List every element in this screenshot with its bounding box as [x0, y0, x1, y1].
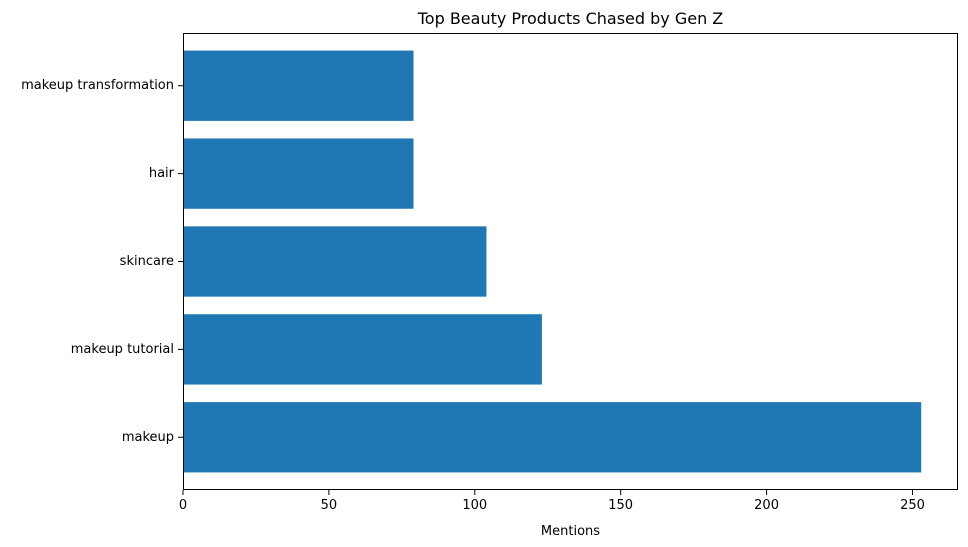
bar-makeup-transformation: [183, 50, 414, 121]
y-tick-label: makeup: [122, 430, 174, 445]
y-tick-label: makeup transformation: [21, 78, 174, 93]
x-tick-label: 100: [462, 498, 487, 513]
x-tick-label: 150: [608, 498, 633, 513]
y-tick-label: makeup tutorial: [71, 342, 174, 357]
x-tick-label: 0: [179, 498, 187, 513]
x-axis-ticks: 0 50 100 150 200 250: [179, 490, 925, 513]
y-axis-ticks: makeup makeup tutorial skincare hair makeup …: [21, 78, 183, 445]
bar-skincare: [183, 226, 487, 297]
x-tick-label: 250: [900, 498, 925, 513]
bar-makeup-tutorial: [183, 314, 542, 385]
bar-hair: [183, 138, 414, 209]
y-tick-label: skincare: [120, 254, 174, 269]
x-tick-label: 200: [754, 498, 779, 513]
x-tick-label: 50: [321, 498, 338, 513]
x-axis-label: Mentions: [541, 524, 600, 539]
chart-title: Top Beauty Products Chased by Gen Z: [417, 9, 724, 28]
bar-makeup: [183, 402, 922, 473]
bars-group: [183, 50, 922, 473]
plot-frame: [183, 33, 958, 490]
y-tick-label: hair: [149, 166, 175, 181]
